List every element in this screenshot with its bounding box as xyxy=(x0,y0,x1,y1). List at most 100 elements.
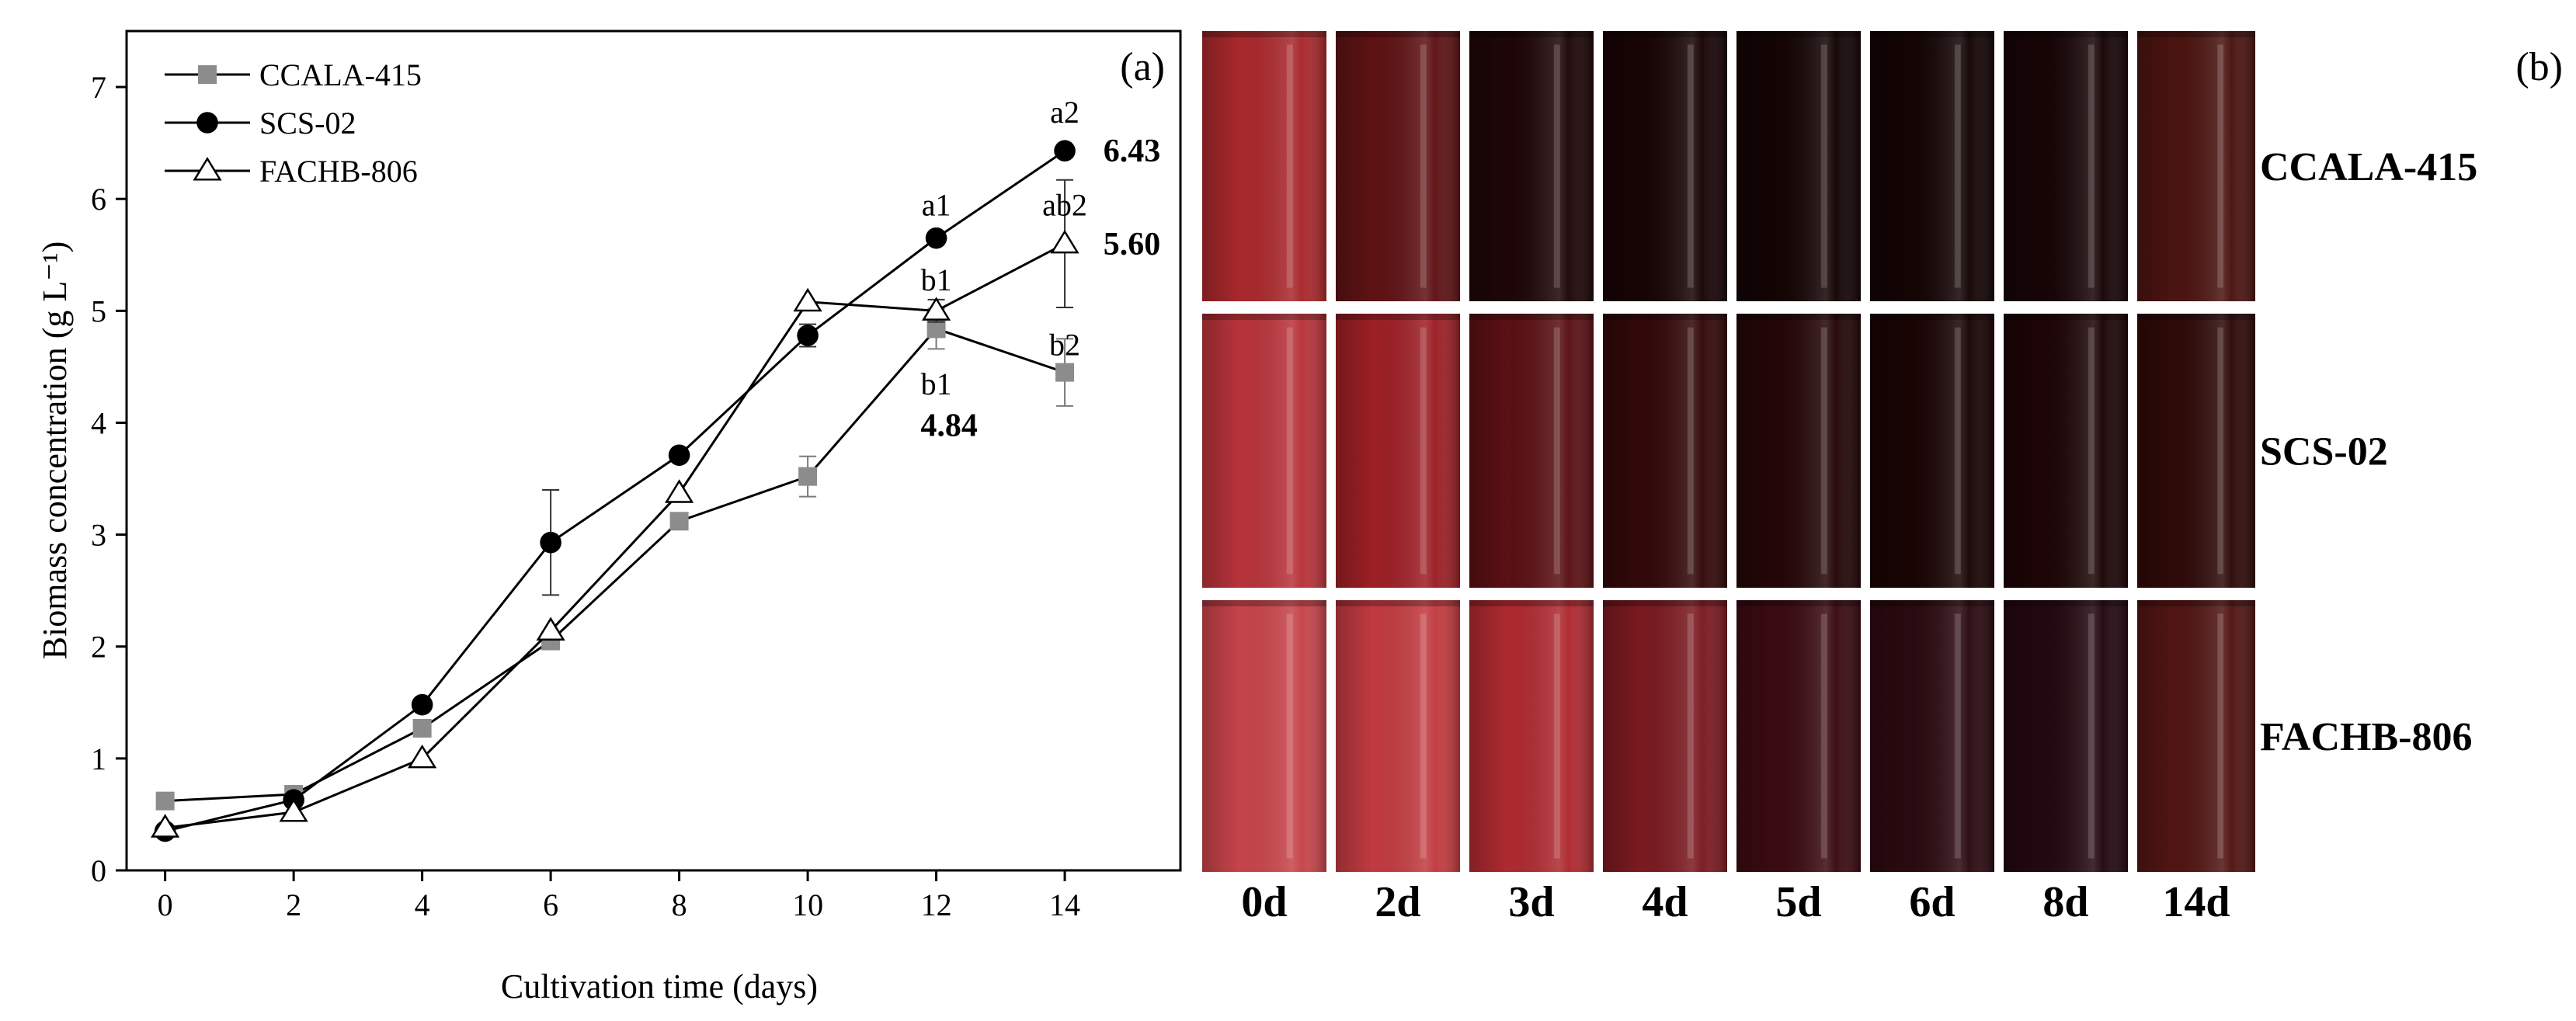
culture-tube-photo xyxy=(1469,31,1594,301)
tube-rim xyxy=(1603,31,1727,37)
series-fachb-806 xyxy=(151,179,1079,838)
tube-shading xyxy=(1469,31,1594,301)
culture-tube-photo xyxy=(2004,600,2128,872)
tube-rim xyxy=(2004,600,2128,606)
y-tick-label: 7 xyxy=(91,70,106,105)
data-point xyxy=(664,479,694,503)
data-point xyxy=(412,718,432,738)
legend: CCALA-415 SCS-02 FACHB-806 xyxy=(165,57,422,189)
tube-shading xyxy=(1202,31,1326,301)
culture-tube-photo xyxy=(1870,600,1994,872)
culture-tube-photo xyxy=(1469,314,1594,588)
tube-rim xyxy=(1202,314,1326,320)
data-point xyxy=(668,444,690,467)
strain-label: FACHB-806 xyxy=(2260,715,2472,759)
culture-tube-photo xyxy=(1736,314,1861,588)
tube-rim xyxy=(1336,314,1460,320)
tube-rim xyxy=(1469,314,1594,320)
x-tick-label: 12 xyxy=(921,887,952,922)
series-line-scs-02 xyxy=(165,149,1066,833)
data-point xyxy=(925,227,947,249)
tube-highlight xyxy=(1954,44,1961,288)
tube-shading xyxy=(1736,31,1861,301)
culture-tube-photo xyxy=(1870,314,1994,588)
legend-entry: FACHB-806 xyxy=(165,154,418,189)
y-tick-label: 5 xyxy=(91,293,106,328)
tube-shading xyxy=(1736,600,1861,872)
tube-highlight xyxy=(2088,613,2095,859)
x-tick-label: 4 xyxy=(415,887,430,922)
day-label: 5d xyxy=(1775,878,1821,926)
tube-highlight xyxy=(1820,613,1827,859)
tube-highlight xyxy=(1820,327,1827,575)
tube-highlight xyxy=(1420,327,1427,575)
y-tick-label: 4 xyxy=(91,405,106,440)
day-label: 8d xyxy=(2042,878,2088,926)
data-annotation: 4.84 xyxy=(920,408,978,443)
tube-rim xyxy=(1469,600,1594,606)
tube-shading xyxy=(2137,314,2255,588)
tube-highlight xyxy=(2217,613,2223,859)
culture-tube-photo xyxy=(1202,31,1326,301)
tube-shading xyxy=(1202,314,1326,588)
tube-highlight xyxy=(1820,44,1827,288)
annotations: a2 6.43 a1 ab2 5.60 b1 b2 b1 4.84 xyxy=(920,95,1160,444)
tube-highlight xyxy=(2217,44,2223,288)
tube-highlight xyxy=(1954,613,1961,859)
culture-tube-photo xyxy=(1736,31,1861,301)
tube-shading xyxy=(2004,31,2128,301)
data-annotation: b2 xyxy=(1049,328,1080,363)
culture-tube-photo xyxy=(1603,314,1727,588)
culture-tube-photo xyxy=(2137,31,2255,301)
tube-shading xyxy=(1469,600,1594,872)
tube-highlight xyxy=(2088,327,2095,575)
x-tick-label: 0 xyxy=(158,887,173,922)
culture-tube-photo xyxy=(2137,314,2255,588)
tube-highlight xyxy=(1954,327,1961,575)
culture-tube-photo xyxy=(2004,314,2128,588)
data-annotation: ab2 xyxy=(1042,187,1087,222)
culture-tube-photo xyxy=(2137,600,2255,872)
tube-highlight xyxy=(1553,327,1560,575)
day-label: 0d xyxy=(1241,878,1287,926)
data-point xyxy=(1054,140,1076,162)
tube-shading xyxy=(2137,31,2255,301)
day-label: 3d xyxy=(1508,878,1554,926)
data-point xyxy=(536,616,565,641)
data-point xyxy=(1050,229,1079,254)
day-label: 2d xyxy=(1375,878,1420,926)
photo-row-ccala-415 xyxy=(1202,31,2255,301)
tube-shading xyxy=(1336,31,1460,301)
series-line-fachb-806 xyxy=(165,242,1066,829)
legend-entry: SCS-02 xyxy=(165,106,356,141)
data-annotation: b1 xyxy=(921,262,952,297)
tube-rim xyxy=(1202,31,1326,37)
tube-rim xyxy=(1870,31,1994,37)
x-axis-title: Cultivation time (days) xyxy=(501,967,818,1005)
series-layer xyxy=(151,140,1079,842)
data-point xyxy=(155,791,175,811)
culture-tube-photo xyxy=(1603,600,1727,872)
series-scs-02 xyxy=(154,140,1076,842)
culture-tube-photo xyxy=(1336,31,1460,301)
tube-shading xyxy=(1336,314,1460,588)
data-point xyxy=(793,287,822,312)
day-label: 14d xyxy=(2162,878,2230,926)
y-tick-label: 2 xyxy=(91,630,106,665)
tube-highlight xyxy=(1286,613,1293,859)
tube-rim xyxy=(1870,314,1994,320)
culture-tube-photo xyxy=(1870,31,1994,301)
tube-rim xyxy=(1336,600,1460,606)
culture-tube-photo xyxy=(1336,600,1460,872)
x-tick-label: 2 xyxy=(286,887,301,922)
tube-rim xyxy=(1870,600,1994,606)
tube-rim xyxy=(2137,314,2255,320)
culture-tube-photo xyxy=(1202,314,1326,588)
legend-marker xyxy=(193,157,222,181)
tube-shading xyxy=(1603,600,1727,872)
tube-highlight xyxy=(2088,44,2095,288)
tube-rim xyxy=(1336,31,1460,37)
data-annotation: a1 xyxy=(922,187,951,222)
tube-shading xyxy=(1870,600,1994,872)
tube-shading xyxy=(1603,31,1727,301)
